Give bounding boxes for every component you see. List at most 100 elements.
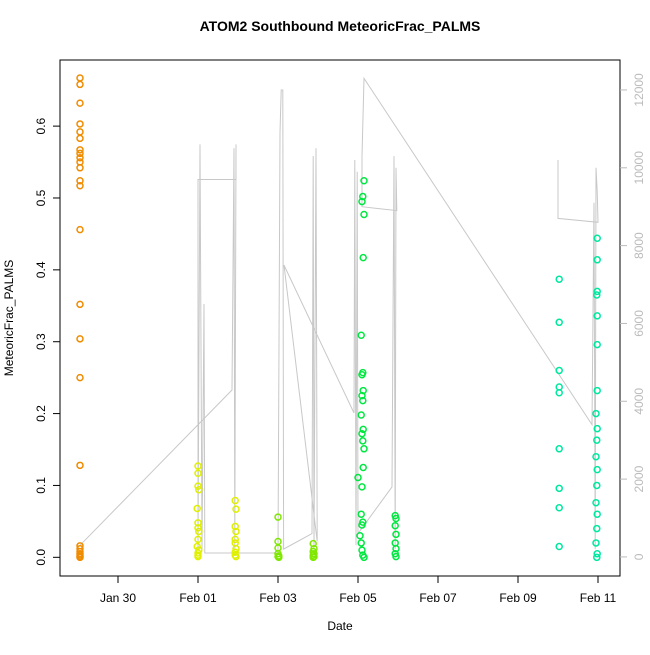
point [76,553,84,562]
point [195,486,203,494]
point [555,445,563,453]
y-tick-label: 0.4 [34,261,48,278]
y2-tick-label: 12000 [632,73,646,107]
point [593,481,601,490]
point [358,197,366,206]
x-tick-label: Feb 11 [580,591,617,605]
point [359,253,367,262]
point [593,510,601,518]
point [76,373,84,382]
point [359,425,367,434]
point [358,391,366,400]
point [555,542,563,551]
point [76,146,84,154]
point [555,275,563,283]
point [194,524,202,532]
point [76,153,84,162]
y2-tick-label: 10000 [632,151,646,185]
point [76,128,84,136]
point [593,256,601,264]
x-tick-label: Feb 03 [259,591,297,605]
point [76,335,84,343]
y-tick-label: 0.6 [34,117,48,134]
point [358,429,366,438]
x-tick-label: Jan 30 [100,591,136,605]
point [593,553,601,562]
point [555,484,563,493]
point [593,436,601,444]
y-tick-label: 0.0 [34,549,48,566]
point [593,465,601,474]
point [76,225,84,234]
point [593,340,601,349]
chart-title: ATOM2 Southbound MeteoricFrac_PALMS [200,18,481,34]
x-tick-label: Feb 09 [499,591,537,605]
point [358,546,366,554]
point [356,532,364,540]
point [592,498,600,507]
y2-tick-label: 0 [632,553,646,560]
point [76,182,84,190]
point [592,409,600,418]
point [194,535,202,544]
point [592,452,600,461]
point [358,483,366,491]
point [76,164,84,172]
point [360,176,368,185]
altitude-line [79,76,599,554]
x-axis-label: Date [327,619,353,633]
point [593,234,601,242]
y2-tick-label: 8000 [632,232,646,259]
point [593,312,601,320]
point [76,176,84,185]
plot-box [59,59,621,577]
point [359,396,367,405]
point [309,539,317,548]
point [357,539,365,547]
point [360,210,368,219]
point [354,473,362,482]
point [76,99,84,107]
y-tick-label: 0.2 [34,405,48,422]
point [193,504,201,513]
point [593,291,601,299]
point [76,149,84,158]
point [392,552,400,561]
point [392,544,400,553]
point [76,134,84,143]
y2-tick-label: 6000 [632,310,646,337]
point [357,411,365,419]
point [194,462,202,470]
point [593,524,601,533]
point [392,514,400,523]
point [231,496,239,505]
point [194,519,202,527]
point [359,192,367,201]
point [360,553,368,562]
point [555,388,563,397]
point [359,437,367,445]
point [391,521,399,530]
point [593,386,601,395]
point [593,424,601,433]
point [274,513,282,521]
point [358,521,366,529]
point [194,469,202,477]
point [76,461,84,470]
point [76,80,84,89]
point [76,300,84,309]
point [555,318,563,327]
point [593,549,601,558]
point [232,552,240,561]
x-tick-label: Feb 01 [179,591,217,605]
point [194,482,202,490]
point [275,553,283,562]
point [555,366,563,375]
point [359,463,367,472]
point [195,527,203,536]
y-tick-label: 0.1 [34,477,48,494]
y-tick-label: 0.3 [34,333,48,350]
point [360,445,368,453]
y2-tick-label: 2000 [632,465,646,492]
